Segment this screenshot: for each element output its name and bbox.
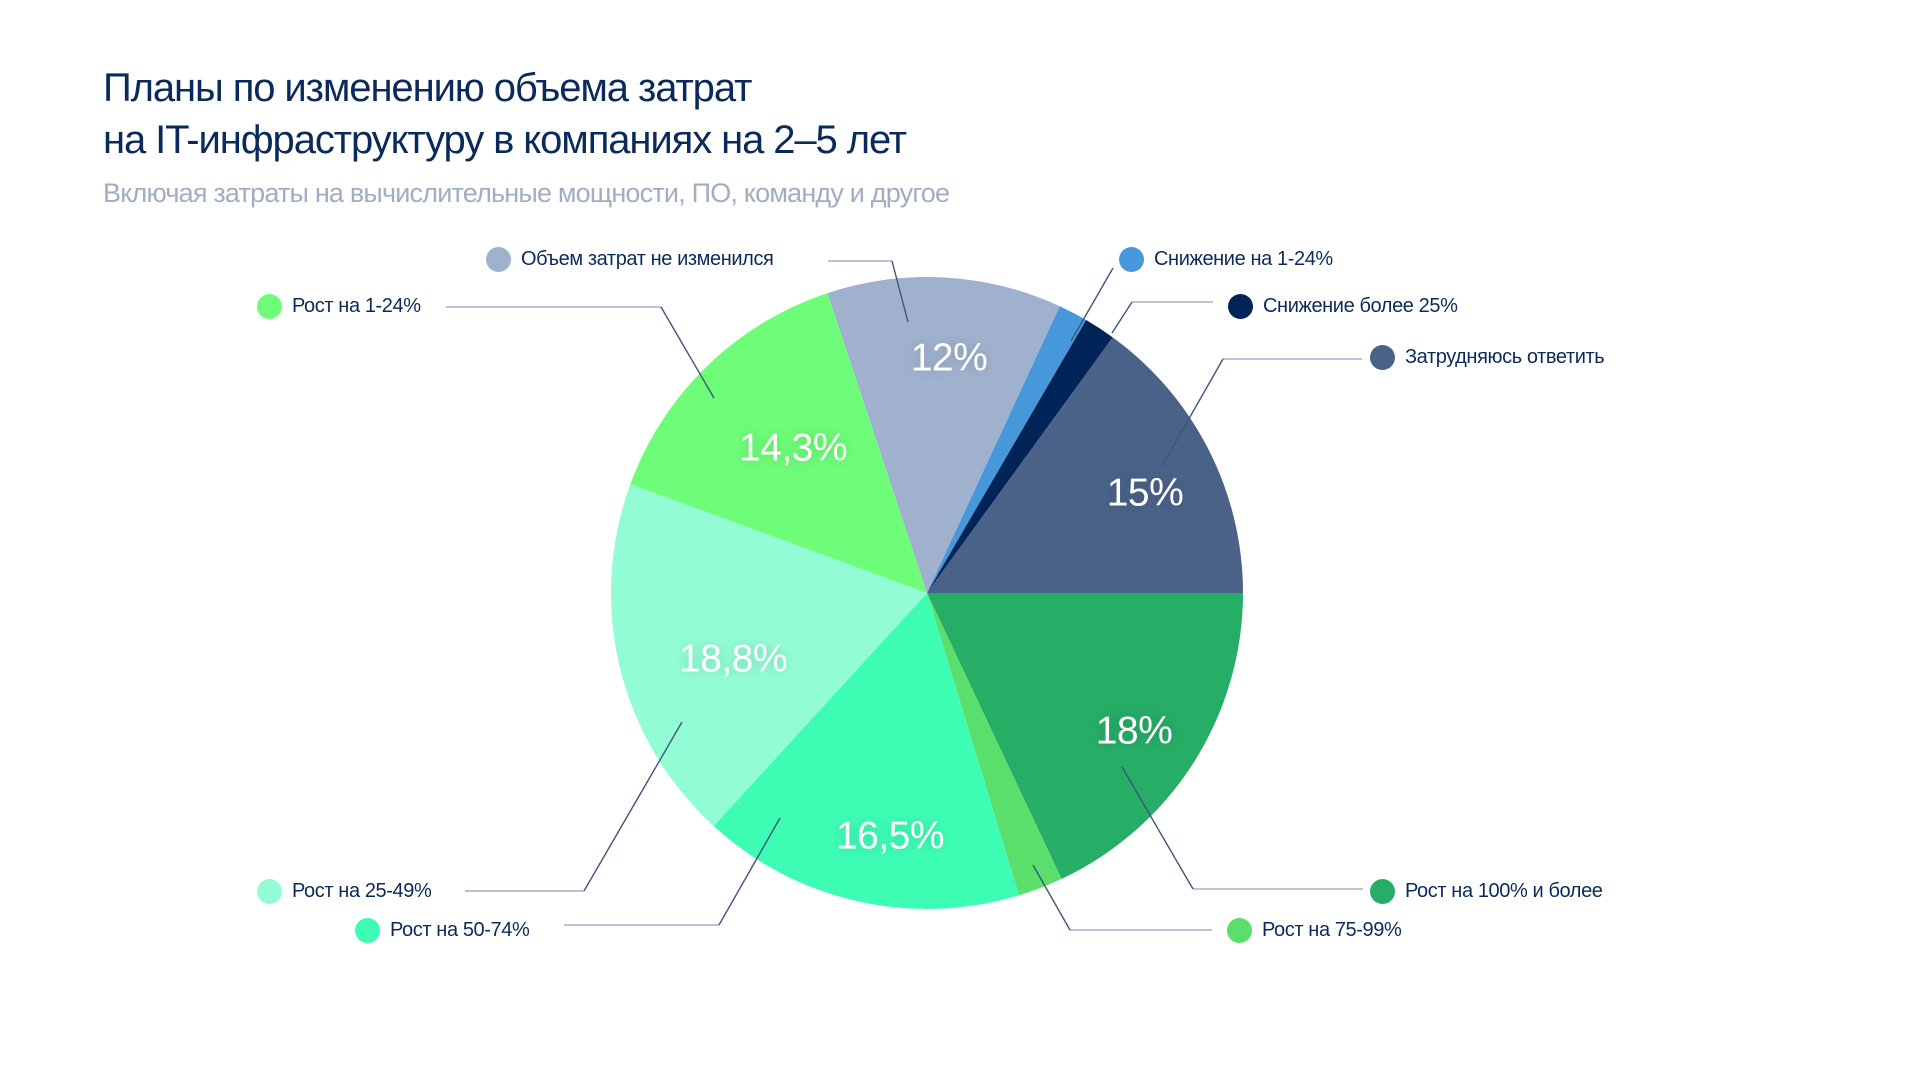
leader-line-diagonal: [583, 721, 683, 892]
legend-dot-growth-50-74: [355, 917, 380, 943]
pie-slice-рост-на-1-24: [630, 293, 927, 593]
legend-label-growth-1-24: Рост на 1-24%: [292, 294, 421, 317]
chart-title: Планы по изменению объема затрат на IT-и…: [103, 62, 907, 166]
pie-slice-рост-на-100-и-более: [927, 593, 1243, 879]
leader-line-diagonal: [1121, 766, 1194, 890]
leader-line-diagonal: [1032, 864, 1071, 931]
legend-item-growth-25-49: Рост на 25-49%: [257, 876, 432, 906]
leader-decrease-1-24: [1070, 267, 1114, 342]
pie-slice-затрудняюсь-ответить: [927, 337, 1243, 593]
leader-decrease-25-plus: [1111, 301, 1213, 334]
legend-item-unchanged: Объем затрат не изменился: [486, 244, 774, 274]
legend-label-growth-50-74: Рост на 50-74%: [390, 918, 530, 941]
leader-growth-50-74: [564, 817, 781, 926]
slice-value-label: 18%: [1096, 710, 1173, 753]
leader-growth-25-49: [465, 721, 683, 892]
legend-label-growth-75-99: Рост на 75-99%: [1262, 918, 1402, 941]
legend-item-decrease-25-plus: Снижение более 25%: [1228, 291, 1458, 321]
chart-subtitle: Включая затраты на вычислительные мощнос…: [103, 178, 950, 208]
legend-item-growth-75-99: Рост на 75-99%: [1227, 915, 1402, 945]
legend-dot-growth-100-plus: [1370, 878, 1395, 904]
legend-item-growth-100-plus: Рост на 100% и более: [1370, 876, 1603, 906]
legend-dot-growth-25-49: [257, 878, 282, 904]
pie-slice-объем-затрат-не-изменился: [827, 276, 1060, 593]
leader-line-diagonal: [660, 306, 715, 399]
legend-label-decrease-1-24: Снижение на 1-24%: [1154, 247, 1333, 270]
legend-dot-hard-to-answer: [1370, 344, 1395, 370]
chart-title-line-1: Планы по изменению объема затрат: [103, 66, 752, 110]
leader-hard-to-answer: [1161, 358, 1362, 467]
pie-slice-снижение-более-25: [927, 320, 1113, 593]
chart-title-line-2: на IT-инфраструктуру в компаниях на 2–5 …: [103, 118, 907, 162]
pie-slice-рост-на-25-49: [610, 484, 927, 827]
slice-value-label: 18,8%: [679, 638, 787, 681]
leader-line-diagonal: [1111, 301, 1133, 334]
pie-slice-снижение-на-1-24: [927, 306, 1087, 593]
legend-label-growth-25-49: Рост на 25-49%: [292, 879, 432, 902]
legend-label-growth-100-plus: Рост на 100% и более: [1405, 879, 1603, 902]
legend-item-hard-to-answer: Затрудняюсь ответить: [1370, 342, 1605, 372]
pie-slice-рост-на-50-74: [713, 593, 1019, 909]
leader-unchanged: [828, 260, 909, 323]
leader-lines: [446, 260, 1363, 931]
leader-line-diagonal: [891, 260, 909, 323]
legend-item-growth-1-24: Рост на 1-24%: [257, 291, 421, 321]
leader-line-diagonal: [1070, 267, 1114, 342]
pie-slices: [610, 276, 1243, 909]
legend-dot-growth-75-99: [1227, 917, 1252, 943]
pie-slice-рост-на-75-99: [927, 593, 1062, 896]
legend-dot-decrease-1-24: [1119, 246, 1144, 272]
leader-growth-75-99: [1032, 864, 1212, 931]
slice-value-label: 15%: [1107, 472, 1184, 515]
slice-labels: 18% 16,5% 18,8% 14,3% 12% 15%: [679, 337, 1184, 858]
slice-value-label: 16,5%: [836, 815, 944, 858]
legend-label-decrease-25-plus: Снижение более 25%: [1263, 294, 1458, 317]
legend-label-hard-to-answer: Затрудняюсь ответить: [1405, 345, 1605, 368]
legend-dot-unchanged: [486, 246, 511, 272]
legend-item-growth-50-74: Рост на 50-74%: [355, 915, 530, 945]
legend-item-decrease-1-24: Снижение на 1-24%: [1119, 244, 1333, 274]
slice-value-label: 12%: [911, 337, 988, 380]
legend-dot-growth-1-24: [257, 293, 282, 319]
slice-value-label: 14,3%: [739, 427, 847, 470]
leader-growth-100-plus: [1121, 766, 1363, 890]
leader-line-diagonal: [1161, 358, 1224, 467]
legend-dot-decrease-25-plus: [1228, 293, 1253, 319]
leader-growth-1-24: [446, 306, 715, 399]
leader-line-diagonal: [718, 817, 781, 926]
legend-label-unchanged: Объем затрат не изменился: [521, 247, 774, 270]
